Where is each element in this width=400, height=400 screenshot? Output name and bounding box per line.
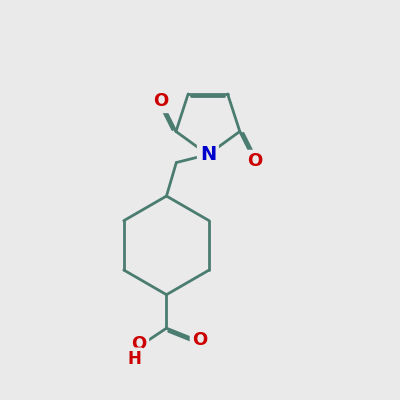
Text: O: O <box>153 92 169 110</box>
Text: O: O <box>247 152 262 170</box>
Text: N: N <box>200 145 216 164</box>
Text: H: H <box>127 350 141 368</box>
Text: O: O <box>131 335 146 353</box>
Text: O: O <box>192 331 208 349</box>
